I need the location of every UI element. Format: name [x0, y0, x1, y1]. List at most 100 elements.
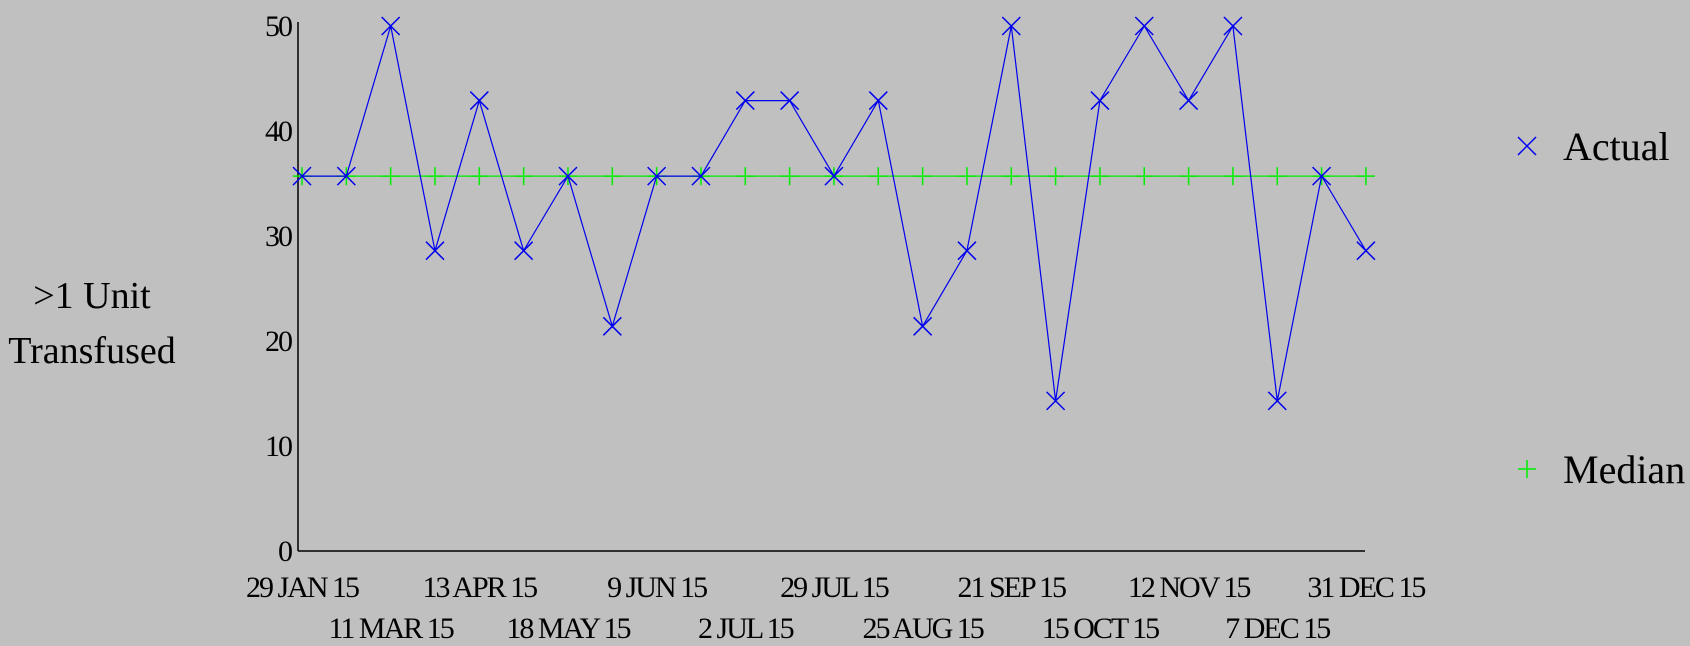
- legend: Actual Median: [1517, 124, 1685, 492]
- marker-stroke: [1267, 391, 1287, 411]
- series-line-actual: [302, 24, 1367, 402]
- x-tick-label: 29 JAN 15: [246, 571, 359, 604]
- data-point-actual: [735, 91, 755, 111]
- y-axis-title-line-2: Transfused: [8, 330, 176, 372]
- marker-stroke: [1001, 16, 1021, 36]
- x-tick-label: 9 JUN 15: [607, 571, 707, 604]
- data-point-median: [736, 167, 755, 186]
- data-point-actual: [868, 91, 888, 111]
- data-point-actual: [336, 166, 356, 186]
- y-tick-label: 10: [265, 430, 292, 463]
- marker-stroke: [957, 241, 977, 261]
- y-tick-label: 50: [265, 10, 292, 43]
- data-point-actual: [1001, 16, 1021, 36]
- data-point-median: [1002, 167, 1021, 186]
- data-point-actual: [1223, 16, 1243, 36]
- y-tick-label: 30: [265, 220, 292, 253]
- y-axis-title: >1 Unit Transfused: [8, 275, 176, 372]
- marker-stroke: [868, 91, 888, 111]
- series-layer: [292, 16, 1376, 411]
- data-point-median: [869, 167, 888, 186]
- x-tick-label: 7 DEC 15: [1225, 612, 1330, 645]
- marker-stroke: [1517, 136, 1537, 156]
- data-point-actual: [602, 316, 622, 336]
- marker-stroke: [1312, 166, 1332, 186]
- marker-stroke: [1134, 16, 1154, 36]
- x-tick-label: 29 JUL 15: [780, 571, 889, 604]
- marker-stroke: [691, 166, 711, 186]
- axes: [297, 22, 1365, 552]
- x-tick-label: 2 JUL 15: [698, 612, 794, 645]
- marker-stroke: [647, 166, 667, 186]
- marker-stroke: [292, 166, 312, 186]
- x-axis-ticks: 29 JAN 15 11 MAR 15 13 APR 15 18 MAY 15 9 JU…: [246, 571, 1427, 645]
- data-point-actual: [824, 166, 844, 186]
- marker-stroke: [1223, 16, 1243, 36]
- data-point-median: [1223, 167, 1242, 186]
- marker-stroke: [735, 91, 755, 111]
- data-point-median: [1268, 167, 1287, 186]
- data-point-median: [425, 167, 444, 186]
- data-point-actual: [1267, 391, 1287, 411]
- data-point-median: [1356, 167, 1375, 186]
- data-point-actual: [558, 166, 578, 186]
- data-point-median: [913, 167, 932, 186]
- marker-stroke: [1046, 391, 1066, 411]
- marker-stroke: [558, 166, 578, 186]
- data-point-actual: [691, 166, 711, 186]
- x-tick-label: 21 SEP 15: [957, 571, 1066, 604]
- data-point-actual: [957, 241, 977, 261]
- data-point-median: [780, 167, 799, 186]
- data-point-actual: [647, 166, 667, 186]
- data-point-actual: [1046, 391, 1066, 411]
- marker-stroke: [514, 241, 534, 261]
- x-tick-label: 13 APR 15: [422, 571, 537, 604]
- data-point-median: [1135, 167, 1154, 186]
- x-tick-label: 12 NOV 15: [1128, 571, 1250, 604]
- data-point-actual: [1134, 16, 1154, 36]
- marker-stroke: [469, 91, 489, 111]
- data-point-actual: [1312, 166, 1332, 186]
- marker-stroke: [381, 16, 401, 36]
- y-tick-label: 20: [265, 325, 292, 358]
- y-axis-ticks: 0 10 20 30 40 50: [265, 10, 294, 568]
- data-point-actual: [1356, 241, 1376, 261]
- x-tick-label: 18 MAY 15: [506, 612, 630, 645]
- data-point-actual: [469, 91, 489, 111]
- data-point-actual: [292, 166, 312, 186]
- data-point-actual: [425, 241, 445, 261]
- y-tick-label: 0: [278, 535, 292, 568]
- y-axis-title-line-1: >1 Unit: [33, 275, 151, 317]
- x-tick-label: 31 DEC 15: [1307, 571, 1425, 604]
- x-tick-label: 25 AUG 15: [862, 612, 983, 645]
- legend-marker-median: [1518, 460, 1536, 478]
- data-point-actual: [1090, 91, 1110, 111]
- x-tick-label: 11 MAR 15: [329, 612, 454, 645]
- data-point-median: [1090, 167, 1109, 186]
- data-point-median: [1046, 167, 1065, 186]
- marker-stroke: [913, 316, 933, 336]
- legend-item-actual: Actual: [1517, 124, 1670, 169]
- marker-stroke: [1179, 91, 1199, 111]
- marker-stroke: [1356, 241, 1376, 261]
- marker-stroke: [336, 166, 356, 186]
- data-point-actual: [381, 16, 401, 36]
- data-point-median: [603, 167, 622, 186]
- marker-stroke: [602, 316, 622, 336]
- x-tick-label: 15 OCT 15: [1042, 612, 1159, 645]
- marker-stroke: [780, 91, 800, 111]
- data-point-median: [1179, 167, 1198, 186]
- data-point-actual: [1179, 91, 1199, 111]
- marker-stroke: [425, 241, 445, 261]
- series-actual: [292, 16, 1376, 411]
- data-point-actual: [514, 241, 534, 261]
- legend-label-median: Median: [1563, 447, 1685, 492]
- data-point-median: [470, 167, 489, 186]
- legend-item-median: Median: [1518, 447, 1685, 492]
- y-tick-label: 40: [265, 115, 292, 148]
- data-point-median: [381, 167, 400, 186]
- marker-stroke: [1090, 91, 1110, 111]
- legend-label-actual: Actual: [1563, 124, 1670, 169]
